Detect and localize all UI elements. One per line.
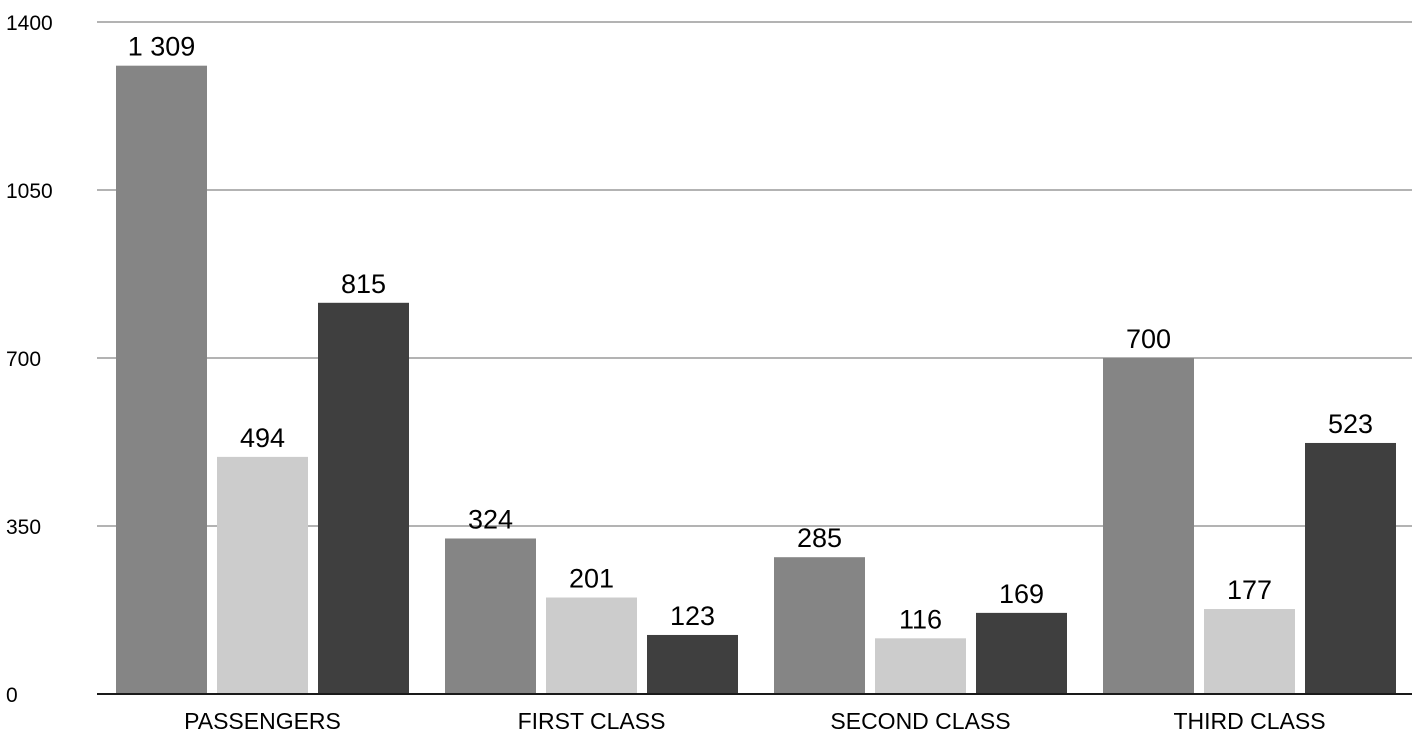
y-axis-tick-labels: 0 350 700 1050 1400 [6,12,53,707]
x-category-label: SECOND CLASS [830,708,1010,733]
data-label: 177 [1227,575,1272,605]
data-labels: 1 309 324 285 700 494 201 116 177 815 123 169 523 [128,32,1373,635]
y-tick-label: 700 [6,348,41,371]
x-category-label: PASSENGERS [184,708,341,733]
data-label: 700 [1126,324,1171,354]
bar [116,65,207,695]
bar [1103,358,1194,694]
x-category-label: THIRD CLASS [1173,708,1325,733]
bar [318,302,409,694]
bar [875,638,966,694]
data-label: 116 [899,604,942,634]
data-label: 494 [240,423,285,453]
bar [1204,609,1295,694]
data-label: 201 [569,564,614,594]
gridlines [97,21,1412,527]
data-label: 285 [797,523,842,553]
data-label: 169 [999,579,1044,609]
bar-series [116,65,1396,695]
data-label: 1 309 [128,32,196,62]
bar [445,538,536,694]
y-tick-label: 0 [6,684,18,707]
data-label: 523 [1328,409,1373,439]
data-label: 324 [468,504,513,534]
x-category-label: FIRST CLASS [518,708,666,733]
x-axis-category-labels: PASSENGERS FIRST CLASS SECOND CLASS THIRD C… [184,708,1325,733]
data-label: 815 [341,269,386,299]
bar [976,612,1067,694]
y-tick-label: 1050 [6,180,53,203]
y-tick-label: 350 [6,516,41,539]
y-tick-label: 1400 [6,12,53,35]
bar [546,597,637,694]
bar [217,456,308,694]
bar [647,634,738,694]
data-label: 123 [670,601,715,631]
bar [774,557,865,694]
bar [1305,442,1396,694]
